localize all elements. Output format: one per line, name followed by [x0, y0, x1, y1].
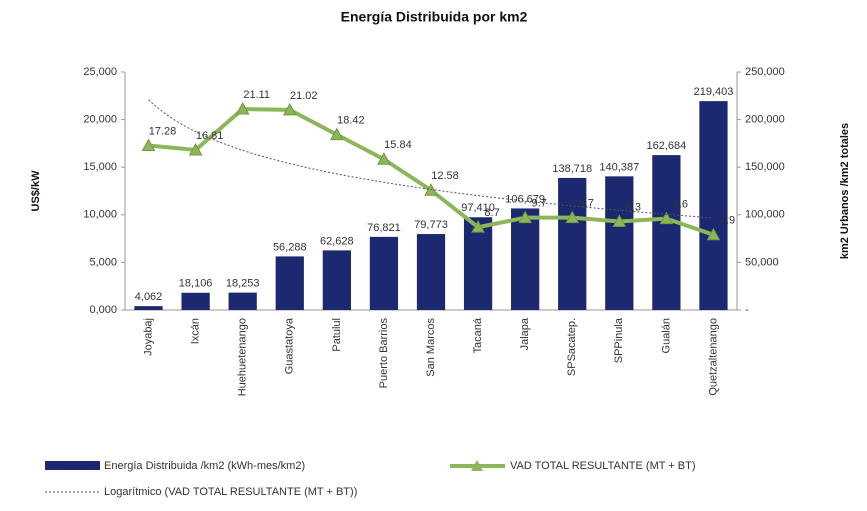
legend-swatch: [471, 460, 483, 471]
y-tick-label: 0,000: [89, 304, 117, 316]
x-tick-label: Tacaná: [472, 317, 484, 353]
line-marker: [471, 220, 485, 233]
line-value-label: 8.7: [484, 207, 499, 219]
x-tick-label: Gualán: [660, 318, 672, 353]
y2-tick-label: 250,000: [745, 66, 785, 78]
line-marker: [141, 138, 156, 151]
x-tick-label: Puerto Barrios: [378, 318, 390, 389]
y-tick-label: 20,000: [83, 114, 117, 126]
line-value-label: 21.02: [290, 90, 318, 102]
line-marker: [612, 214, 627, 227]
y2-tick-label: 150,000: [745, 161, 785, 173]
x-tick-label: SPSacatep.: [566, 318, 578, 376]
line-value-label: 9.7: [579, 198, 594, 210]
bar: [511, 208, 540, 310]
line-value-label: 7.9: [720, 215, 735, 227]
legend-label: Energía Distribuida /km2 (kWh-mes/km2): [104, 460, 305, 472]
legend-label: VAD TOTAL RESULTANTE (MT + BT): [510, 460, 696, 472]
line-value-label: 16.81: [196, 130, 224, 142]
x-tick-label: Quetzaltenango: [707, 318, 719, 396]
bar: [322, 250, 351, 310]
bar: [369, 236, 399, 310]
line-value-label: 12.58: [431, 170, 459, 182]
bar-value-label: 56,288: [273, 241, 307, 253]
bar: [652, 155, 681, 310]
bar: [558, 177, 587, 310]
legend-swatch: [45, 461, 100, 470]
x-tick-label: San Marcos: [425, 318, 437, 377]
x-tick-label: Jalapa: [519, 317, 531, 350]
x-tick-label: Huehuetenango: [237, 318, 249, 396]
y-tick-label: 25,000: [83, 66, 117, 78]
x-tick-label: Patulul: [331, 318, 343, 352]
trendline: [148, 99, 714, 219]
bar: [416, 234, 446, 310]
line-marker: [706, 227, 721, 241]
bar-value-label: 138,718: [552, 163, 592, 175]
x-tick-label: Joyabaj: [142, 318, 154, 356]
line-marker: [282, 102, 297, 116]
line-value-label: 9.6: [673, 199, 688, 211]
line-value-label: 9.7: [532, 198, 547, 210]
bar-value-label: 140,387: [599, 161, 639, 173]
line-marker: [330, 127, 344, 141]
bar: [181, 292, 210, 310]
y2-tick-label: 200,000: [745, 114, 785, 126]
line-value-label: 17.28: [149, 125, 177, 137]
bar-value-label: 219,403: [694, 86, 734, 98]
bar: [275, 256, 304, 310]
y2-tick-label: 100,000: [745, 209, 785, 221]
line-marker: [188, 142, 203, 156]
chart-title: Energía Distribuida por km2: [341, 9, 528, 25]
bar-value-label: 18,253: [226, 278, 260, 290]
y-tick-label: 15,000: [83, 161, 117, 173]
bar: [699, 101, 728, 310]
x-tick-label: Guastatoya: [284, 317, 296, 374]
line-value-label: 9.3: [626, 201, 641, 213]
bar-value-label: 79,773: [414, 219, 448, 231]
legend-label: Logarítmico (VAD TOTAL RESULTANTE (MT + …: [104, 486, 357, 498]
y2-axis-title: km2 Urbanos /km2 totales: [839, 123, 851, 259]
line-marker: [659, 211, 674, 225]
bar-value-label: 76,821: [367, 222, 401, 234]
bar-value-label: 62,628: [320, 235, 354, 247]
y-tick-label: 10,000: [83, 209, 117, 221]
y-tick-label: 5,000: [89, 256, 117, 268]
x-tick-label: Ixcán: [190, 318, 202, 344]
line-marker: [565, 210, 580, 224]
x-tick-label: SPPinula: [613, 317, 625, 363]
line-value-label: 15.84: [384, 139, 412, 151]
y-axis-title: US$/kW: [30, 170, 42, 212]
y2-tick-label: -: [745, 304, 749, 316]
line-value-label: 21.11: [243, 89, 270, 101]
bar-value-label: 18,106: [179, 278, 213, 290]
line-marker: [235, 101, 250, 115]
bar: [228, 292, 257, 310]
bar-value-label: 162,684: [647, 140, 687, 152]
y2-tick-label: 50,000: [745, 256, 779, 268]
line-marker: [377, 152, 391, 165]
bar: [134, 306, 163, 310]
line-marker: [518, 210, 532, 224]
bar-value-label: 4,062: [135, 291, 163, 303]
bar: [463, 217, 493, 310]
bar: [605, 176, 634, 310]
bar-value-label: 97,410: [461, 202, 495, 214]
line-value-label: 18.42: [337, 115, 365, 127]
